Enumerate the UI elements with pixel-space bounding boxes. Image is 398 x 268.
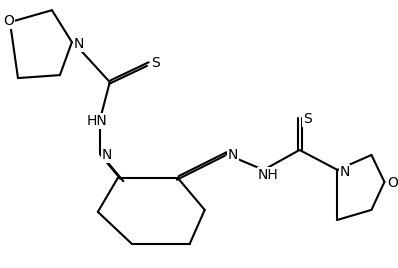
Text: O: O xyxy=(4,14,14,28)
Text: S: S xyxy=(151,56,160,70)
Text: HN: HN xyxy=(86,114,107,128)
Text: S: S xyxy=(303,112,312,126)
Text: O: O xyxy=(387,176,398,190)
Text: N: N xyxy=(101,148,112,162)
Text: N: N xyxy=(228,148,238,162)
Text: NH: NH xyxy=(257,168,278,182)
Text: N: N xyxy=(339,165,350,179)
Text: N: N xyxy=(74,37,84,51)
